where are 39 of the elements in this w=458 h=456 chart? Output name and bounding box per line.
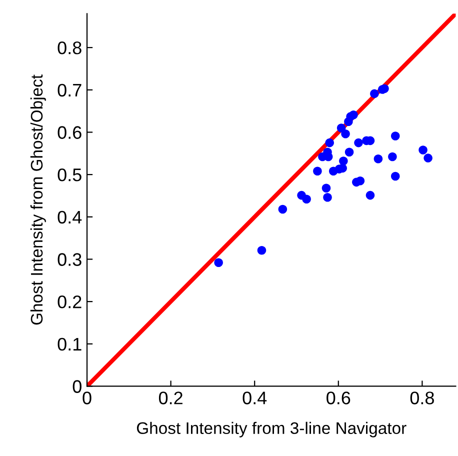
point — [257, 246, 266, 255]
point — [388, 152, 397, 162]
point — [336, 124, 346, 132]
y-tick-label: 0.1 — [58, 338, 82, 351]
point — [366, 190, 375, 200]
y-tick-label: 0.6 — [58, 126, 82, 139]
x-tick-label: 0.8 — [410, 392, 434, 404]
x-tick-label: 0.6 — [326, 392, 350, 404]
point — [325, 138, 334, 148]
y-axis-title: Ghost Intensity from Ghost/Object — [30, 74, 46, 325]
point — [356, 176, 365, 186]
point — [370, 89, 379, 98]
point — [313, 166, 322, 176]
x-tick-label: 0 — [82, 392, 92, 404]
point — [424, 154, 432, 162]
point — [344, 148, 354, 157]
point — [323, 193, 332, 202]
x-tick-label: 0.4 — [242, 392, 267, 404]
point — [418, 146, 428, 154]
point — [390, 172, 400, 181]
point — [349, 110, 358, 120]
x-tick-label: 0.2 — [158, 392, 182, 404]
point — [278, 204, 288, 214]
point — [302, 194, 311, 204]
point — [354, 138, 363, 148]
y-tick-label: 0.3 — [58, 253, 82, 266]
point — [339, 156, 348, 166]
point — [214, 258, 223, 268]
y-tick-label: 0.7 — [58, 84, 82, 97]
point — [322, 184, 331, 192]
point — [390, 132, 400, 140]
y-tick-label: 0.2 — [58, 295, 82, 308]
y-tick-label: 0.5 — [58, 168, 82, 182]
y-tick-label: 0 — [72, 380, 82, 393]
point — [341, 130, 350, 138]
y-tick-label: 0.4 — [58, 210, 82, 224]
x-axis-title: Ghost Intensity from 3-line Navigator — [136, 422, 406, 438]
y-tick-label: 0.8 — [58, 41, 82, 54]
point — [374, 154, 383, 164]
